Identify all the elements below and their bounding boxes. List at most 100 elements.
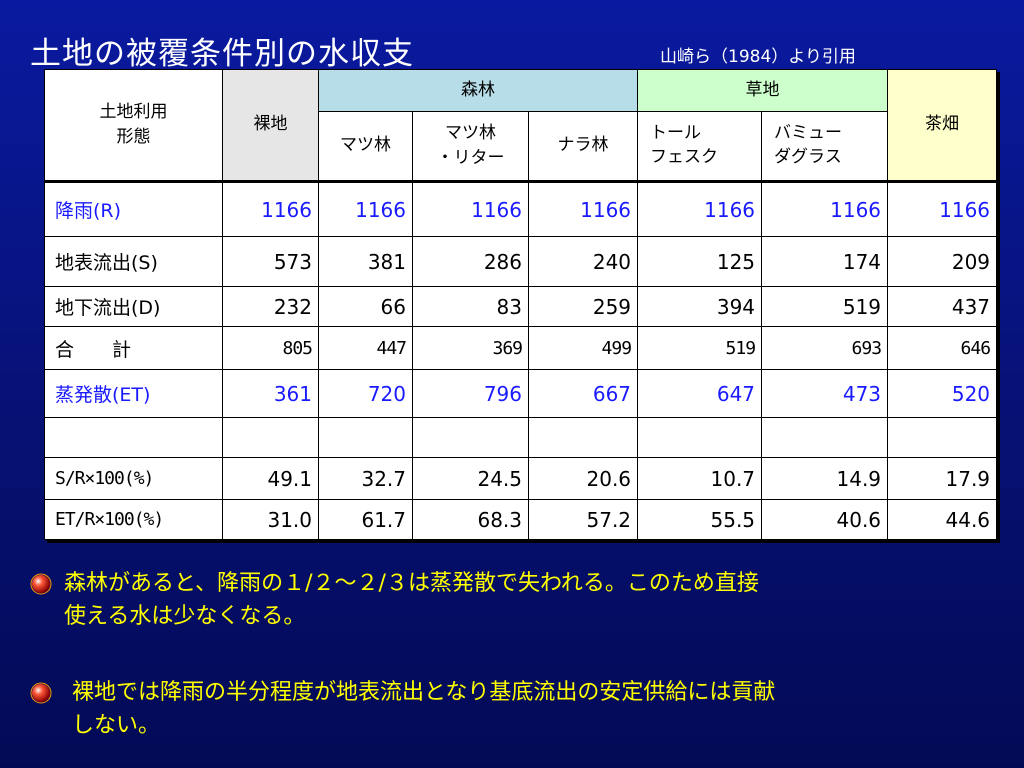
bullet-text: 森林があると、降雨の１/２～２/３は蒸発散で失われる。このため直接 使える水は少… [64, 567, 984, 633]
row-label [44, 417, 223, 458]
row-label: 合 計 [44, 326, 223, 370]
table-cell: 520 [887, 369, 998, 418]
header-tall-fescue: トール フェスク [637, 111, 763, 182]
table-cell: 646 [887, 326, 998, 370]
table-cell: 1166 [222, 180, 319, 237]
table-row: ET/R×100(%) 31.0 61.7 68.3 57.2 55.5 40.… [44, 499, 998, 540]
table-cell: 286 [412, 236, 529, 287]
table-cell: 31.0 [222, 499, 319, 540]
header-pine-litter-line2: ・リター [436, 148, 505, 168]
table-cell: 24.5 [412, 457, 529, 500]
table-cell: 174 [761, 236, 889, 287]
table-cell: 232 [222, 286, 319, 327]
table-cell: 44.6 [887, 499, 998, 540]
header-bahia-line1: バミュー [774, 123, 843, 144]
table-cell [527, 417, 639, 458]
red-ball-bullet-icon [30, 682, 52, 704]
table-cell: 519 [761, 286, 889, 327]
table-cell: 720 [318, 369, 413, 418]
header-row-2: マツ林 マツ林 ・リター ナラ林 トール フェスク バミュー ダグラス [45, 111, 997, 182]
row-label: 地表流出(S) [44, 236, 223, 287]
table-row: 降雨(R) 1166 1166 1166 1166 1166 1166 1166 [44, 180, 998, 237]
bullet-text: 裸地では降雨の半分程度が地表流出となり基底流出の安定供給には貢献 しない。 [72, 676, 992, 742]
row-label: 地下流出(D) [44, 286, 223, 327]
table-cell: 1166 [527, 180, 639, 237]
table-cell: 499 [527, 326, 639, 370]
table-cell: 125 [637, 236, 763, 287]
table-cell [412, 417, 529, 458]
table-row: S/R×100(%) 49.1 32.7 24.5 20.6 10.7 14.9… [44, 457, 998, 500]
header-pine: マツ林 [318, 111, 413, 182]
table-cell: 1166 [761, 180, 889, 237]
table-cell: 1166 [637, 180, 763, 237]
table-cell: 1166 [887, 180, 998, 237]
table-cell: 1166 [412, 180, 529, 237]
table-cell: 647 [637, 369, 763, 418]
table-cell: 369 [412, 326, 529, 370]
bullet-text-line1: 裸地では降雨の半分程度が地表流出となり基底流出の安定供給には貢献 [72, 680, 776, 705]
row-label: S/R×100(%) [44, 457, 223, 500]
row-label: 降雨(R) [44, 180, 223, 237]
table-cell: 209 [887, 236, 998, 287]
header-tea: 茶畑 [887, 69, 998, 182]
header-pine-litter: マツ林 ・リター [412, 111, 529, 182]
header-bahia: バミュー ダグラス [761, 111, 889, 182]
table-cell [318, 417, 413, 458]
table-row: 地下流出(D) 232 66 83 259 394 519 437 [44, 286, 998, 327]
table-cell: 49.1 [222, 457, 319, 500]
table-cell: 437 [887, 286, 998, 327]
bullet-item: 裸地では降雨の半分程度が地表流出となり基底流出の安定供給には貢献 しない。 [30, 676, 980, 746]
table-cell [761, 417, 889, 458]
header-oak: ナラ林 [527, 111, 639, 182]
header-land-use: 土地利用 形態 [44, 69, 223, 182]
bullet-item: 森林があると、降雨の１/２～２/３は蒸発散で失われる。このため直接 使える水は少… [30, 567, 980, 637]
table-cell: 361 [222, 369, 319, 418]
header-bare: 裸地 [222, 69, 319, 182]
header-land-use-line2: 形態 [116, 127, 151, 147]
header-bahia-line2: ダグラス [774, 147, 842, 167]
table-cell: 805 [222, 326, 319, 370]
table-cell: 17.9 [887, 457, 998, 500]
table-cell: 55.5 [637, 499, 763, 540]
header-land-use-line1: 土地利用 [99, 101, 168, 122]
header-pine-litter-line1: マツ林 [445, 122, 496, 143]
table-cell: 573 [222, 236, 319, 287]
table-cell: 61.7 [318, 499, 413, 540]
table-cell [222, 417, 319, 458]
bullet-text-line2: しない。 [72, 713, 161, 738]
table-cell: 57.2 [527, 499, 639, 540]
table-cell: 10.7 [637, 457, 763, 500]
row-label: ET/R×100(%) [44, 499, 223, 540]
header-tall-fescue-line1: トール [650, 123, 702, 144]
row-label: 蒸発散(ET) [44, 369, 223, 418]
table-row: 合 計 805 447 369 499 519 693 646 [44, 326, 998, 370]
water-balance-table: 土地利用 形態 裸地 森林 草地 茶畑 マツ林 マツ林 ・リター ナラ林 トール… [44, 69, 998, 540]
bullet-text-line1: 森林があると、降雨の１/２～２/３は蒸発散で失われる。このため直接 [64, 571, 759, 596]
header-tall-fescue-line2: フェスク [650, 147, 719, 167]
table-cell [887, 417, 998, 458]
table-cell: 259 [527, 286, 639, 327]
table-cell [637, 417, 763, 458]
table-cell: 519 [637, 326, 763, 370]
table-cell: 447 [318, 326, 413, 370]
table-cell: 20.6 [527, 457, 639, 500]
table-cell: 40.6 [761, 499, 889, 540]
table-cell: 693 [761, 326, 889, 370]
table-cell: 796 [412, 369, 529, 418]
table-row: 地表流出(S) 573 381 286 240 125 174 209 [44, 236, 998, 287]
header-forest: 森林 [317, 69, 639, 112]
red-ball-bullet-icon [30, 573, 52, 595]
table-cell: 83 [412, 286, 529, 327]
table-cell: 1166 [318, 180, 413, 237]
table-row: 蒸発散(ET) 361 720 796 667 647 473 520 [44, 369, 998, 418]
slide-title: 土地の被覆条件別の水収支 [30, 36, 414, 72]
table-cell: 32.7 [318, 457, 413, 500]
table-cell: 14.9 [761, 457, 889, 500]
table-cell: 66 [318, 286, 413, 327]
table-cell: 394 [637, 286, 763, 327]
table-cell: 68.3 [412, 499, 529, 540]
bullet-text-line2: 使える水は少なくなる。 [64, 604, 306, 629]
header-row-1: 土地利用 形態 裸地 森林 草地 茶畑 [44, 69, 998, 182]
header-grass: 草地 [637, 69, 889, 112]
citation: 山崎ら（1984）より引用 [660, 47, 856, 67]
